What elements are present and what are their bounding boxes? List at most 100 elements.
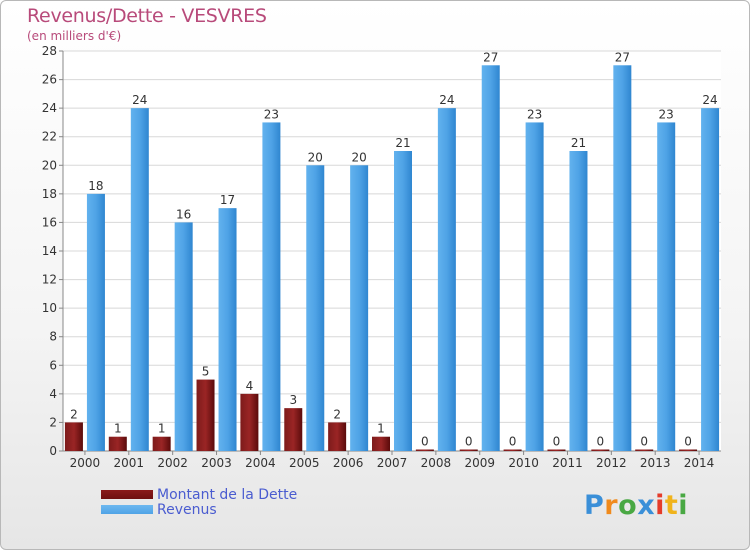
- revenus-label-2005: 20: [308, 150, 323, 164]
- y-tick-label: 18: [42, 187, 57, 201]
- revenus-label-2011: 21: [571, 136, 586, 150]
- dette-bar-2011: [547, 449, 566, 451]
- dette-label-2007: 1: [377, 422, 385, 436]
- revenus-bar-2011: [569, 151, 588, 451]
- dette-bar-2009: [459, 449, 478, 451]
- dette-bar-2006: [328, 422, 347, 451]
- dette-label-2011: 0: [553, 435, 561, 449]
- revenus-label-2007: 21: [395, 136, 410, 150]
- revenus-bar-2005: [306, 165, 325, 452]
- x-tick-label-2009: 2009: [464, 456, 495, 470]
- revenus-label-2014: 24: [702, 93, 717, 107]
- dette-label-2003: 5: [202, 365, 210, 379]
- legend-swatch-dette: [101, 490, 153, 499]
- revenus-bar-2004: [262, 122, 281, 451]
- x-tick-label-2010: 2010: [508, 456, 539, 470]
- revenus-bar-2002: [174, 222, 193, 451]
- proxiti-logo: Proxiti: [584, 490, 689, 521]
- x-tick-label-2014: 2014: [684, 456, 715, 470]
- revenus-bar-2008: [437, 108, 456, 452]
- revenus-label-2002: 16: [176, 207, 191, 221]
- revenus-label-2000: 18: [88, 179, 103, 193]
- y-tick-label: 6: [49, 358, 57, 372]
- legend-label-revenus: Revenus: [157, 501, 217, 518]
- dette-label-2008: 0: [421, 435, 429, 449]
- legend-label-dette: Montant de la Dette: [157, 486, 298, 503]
- chart-subtitle: (en milliers d'€): [27, 29, 122, 43]
- revenus-bar-2003: [218, 208, 237, 451]
- x-tick-label-2005: 2005: [289, 456, 320, 470]
- y-tick-label: 14: [42, 244, 57, 258]
- revenus-bar-2000: [86, 193, 105, 451]
- revenus-bar-2012: [613, 65, 632, 452]
- legend-item-revenus: Revenus: [101, 501, 297, 518]
- y-tick-label: 8: [49, 330, 57, 344]
- revenus-bar-2009: [481, 65, 500, 452]
- revenus-bar-2010: [525, 122, 544, 451]
- dette-bar-2002: [152, 436, 171, 451]
- revenus-label-2008: 24: [439, 93, 454, 107]
- dette-label-2002: 1: [158, 422, 166, 436]
- x-tick-label-2007: 2007: [377, 456, 408, 470]
- x-tick-label-2003: 2003: [201, 456, 232, 470]
- y-tick-label: 24: [42, 101, 57, 115]
- dette-bar-2003: [196, 379, 215, 451]
- y-tick-label: 10: [42, 301, 57, 315]
- revenus-label-2012: 27: [615, 50, 630, 64]
- dette-label-2000: 2: [70, 407, 78, 421]
- revenus-label-2013: 23: [659, 107, 674, 121]
- dette-label-2012: 0: [597, 435, 605, 449]
- dette-bar-2000: [64, 422, 83, 451]
- y-tick-label: 2: [49, 415, 57, 429]
- chart-title: Revenus/Dette - VESVRES: [27, 5, 267, 27]
- dette-label-2014: 0: [684, 435, 692, 449]
- x-tick-label-2002: 2002: [157, 456, 188, 470]
- x-tick-label-2000: 2000: [70, 456, 101, 470]
- dette-label-2005: 3: [289, 393, 297, 407]
- revenus-bar-2007: [394, 151, 412, 451]
- dette-label-2001: 1: [114, 422, 122, 436]
- y-tick-label: 16: [42, 215, 57, 229]
- y-tick-label: 0: [49, 444, 57, 458]
- dette-bar-2012: [591, 449, 610, 451]
- dette-label-2006: 2: [333, 407, 341, 421]
- dette-label-2010: 0: [509, 435, 517, 449]
- y-tick-label: 28: [42, 44, 57, 58]
- dette-bar-2005: [284, 408, 303, 451]
- dette-label-2013: 0: [640, 435, 648, 449]
- revenus-label-2004: 23: [264, 107, 279, 121]
- x-tick-label-2013: 2013: [640, 456, 671, 470]
- y-tick-label: 4: [49, 387, 57, 401]
- y-tick-label: 22: [42, 130, 57, 144]
- x-tick-label-2006: 2006: [333, 456, 364, 470]
- dette-bar-2007: [372, 436, 390, 451]
- dette-label-2009: 0: [465, 435, 473, 449]
- bar-chart: 0246810121416182022242628218200012420011…: [42, 44, 721, 470]
- x-tick-label-2008: 2008: [421, 456, 452, 470]
- legend-item-dette: Montant de la Dette: [101, 486, 298, 503]
- x-tick-label-2001: 2001: [114, 456, 145, 470]
- dette-label-2004: 4: [246, 379, 254, 393]
- x-tick-label-2012: 2012: [596, 456, 627, 470]
- revenus-label-2001: 24: [132, 93, 147, 107]
- revenus-label-2010: 23: [527, 107, 542, 121]
- y-tick-label: 12: [42, 273, 57, 287]
- revenus-bar-2006: [350, 165, 369, 452]
- dette-bar-2001: [108, 436, 127, 451]
- dette-bar-2004: [240, 393, 259, 451]
- y-tick-label: 20: [42, 158, 57, 172]
- y-tick-label: 26: [42, 73, 57, 87]
- legend: Montant de la Dette Revenus: [101, 486, 298, 518]
- dette-bar-2010: [503, 449, 522, 451]
- legend-swatch-revenus: [101, 505, 153, 514]
- dette-bar-2014: [679, 449, 698, 451]
- dette-bar-2008: [415, 449, 434, 451]
- revenus-label-2003: 17: [220, 193, 235, 207]
- revenus-bar-2014: [701, 108, 720, 452]
- x-tick-label-2004: 2004: [245, 456, 276, 470]
- dette-bar-2013: [635, 449, 654, 451]
- revenus-bar-2001: [130, 108, 149, 452]
- revenus-label-2006: 20: [351, 150, 366, 164]
- revenus-bar-2013: [657, 122, 676, 451]
